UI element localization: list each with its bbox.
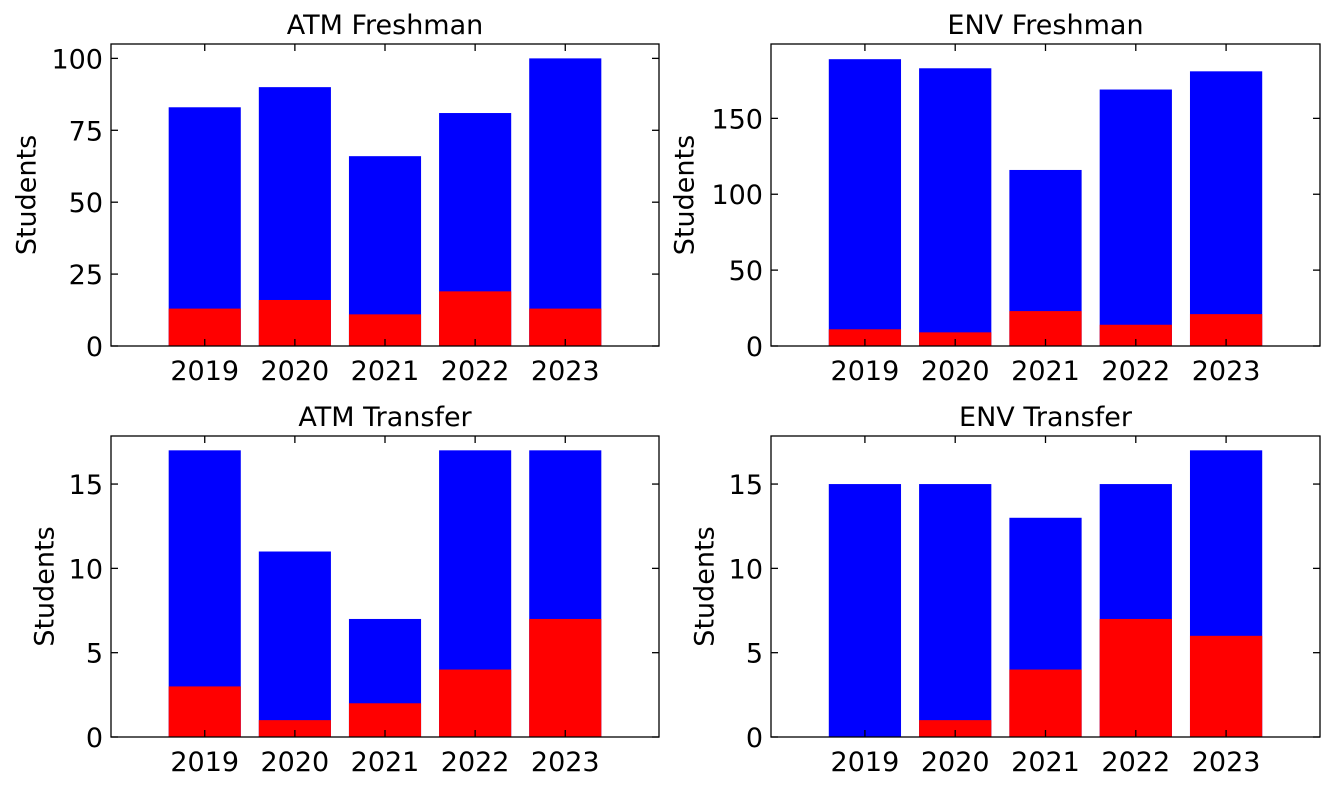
bar-highlight-2023 [1189, 635, 1263, 737]
chart-panel-env-transfer: 2019 2020 2021 2022 2023 0 5 10 15 ENV Transfer St… [690, 402, 1321, 778]
y-tick-label: 100 [711, 180, 763, 211]
x-tick-label: 2020 [921, 747, 990, 778]
y-tick-label: 25 [69, 260, 103, 291]
x-tick-label: 2021 [351, 356, 420, 387]
bar-total-2023 [1189, 71, 1263, 346]
y-axis-label: Students [670, 135, 701, 255]
bar-highlight-2022 [1099, 324, 1172, 346]
bar-total-2019 [828, 484, 902, 737]
y-tick-label: 150 [711, 104, 763, 135]
x-tick-label: 2020 [261, 356, 330, 387]
chart-title: ENV Freshman [947, 10, 1143, 41]
x-tick-label: 2023 [1192, 747, 1261, 778]
y-tick-label: 5 [86, 639, 103, 670]
chart-title: ENV Transfer [959, 402, 1133, 433]
bar-total-2020 [258, 551, 331, 737]
bar-highlight-2021 [1009, 669, 1082, 737]
y-tick-label: 15 [69, 470, 103, 501]
chart-panel-env-freshman: 2019 2020 2021 2022 2023 0 50 100 150 ENV Freshma… [670, 10, 1321, 387]
chart-panel-atm-transfer: 2019 2020 2021 2022 2023 0 5 10 15 ATM Transfer St… [30, 402, 660, 778]
y-axis-label: Students [12, 135, 43, 255]
bar-total-2019 [168, 107, 241, 346]
x-tick-label: 2022 [441, 747, 510, 778]
x-tick-label: 2019 [170, 747, 239, 778]
y-tick-label: 5 [746, 639, 763, 670]
bar-total-2022 [1099, 89, 1172, 346]
bar-highlight-2019 [828, 329, 902, 346]
y-tick-label: 10 [69, 554, 103, 585]
bar-highlight-2020 [258, 299, 331, 346]
x-tick-label: 2023 [531, 356, 600, 387]
y-tick-label: 50 [69, 188, 103, 219]
y-axis-label: Students [690, 526, 721, 646]
bar-total-2020 [919, 484, 992, 737]
x-tick-label: 2021 [1011, 356, 1080, 387]
x-tick-label: 2020 [261, 747, 330, 778]
bar-total-2020 [919, 68, 992, 346]
x-tick-label: 2022 [1101, 747, 1170, 778]
x-tick-label: 2021 [1011, 747, 1080, 778]
bar-highlight-2022 [439, 669, 512, 737]
y-tick-label: 15 [729, 470, 763, 501]
x-tick-label: 2023 [531, 747, 600, 778]
y-axis-label: Students [30, 526, 61, 646]
bar-highlight-2019 [168, 686, 241, 737]
y-tick-label: 0 [746, 332, 763, 363]
bar-highlight-2022 [1099, 618, 1172, 737]
x-tick-label: 2021 [351, 747, 420, 778]
bar-highlight-2023 [529, 618, 602, 737]
chart-title: ATM Transfer [298, 402, 472, 433]
bar-highlight-2020 [258, 720, 331, 737]
chart-panel-atm-freshman: 2019 2020 2021 2022 2023 0 25 50 75 100 ATM Freshm… [12, 10, 660, 387]
x-tick-label: 2023 [1192, 356, 1261, 387]
x-tick-label: 2019 [831, 747, 900, 778]
x-tick-label: 2019 [831, 356, 900, 387]
y-tick-label: 10 [729, 554, 763, 585]
x-tick-label: 2022 [1101, 356, 1170, 387]
x-tick-label: 2019 [170, 356, 239, 387]
y-tick-label: 0 [86, 332, 103, 363]
y-tick-label: 100 [51, 44, 103, 75]
x-tick-label: 2020 [921, 356, 990, 387]
bar-highlight-2022 [439, 291, 512, 346]
bar-highlight-2020 [919, 720, 992, 737]
bar-total-2019 [828, 59, 902, 347]
y-tick-label: 0 [746, 723, 763, 754]
y-tick-label: 0 [86, 723, 103, 754]
bar-total-2023 [529, 58, 602, 346]
chart-title: ATM Freshman [287, 10, 484, 41]
y-tick-label: 50 [729, 256, 763, 287]
x-tick-label: 2022 [441, 356, 510, 387]
y-tick-label: 75 [69, 116, 103, 147]
